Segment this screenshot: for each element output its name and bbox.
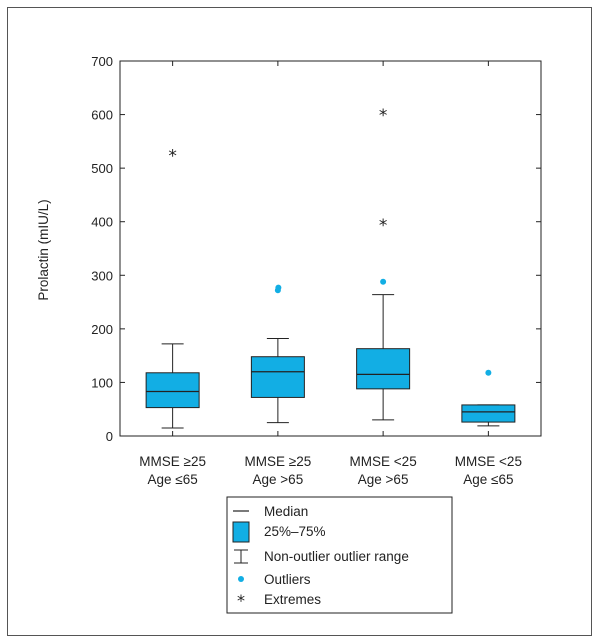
extreme-point: * (379, 216, 388, 236)
legend: Median 25%–75% Non-outlier outlier range Ou… (226, 496, 453, 614)
x-category-label-line2: Age >65 (358, 472, 409, 487)
legend-label: Median (264, 504, 308, 519)
legend-label: Outliers (264, 572, 311, 587)
legend-label: Extremes (264, 592, 321, 607)
legend-extreme-symbol: * (237, 591, 245, 610)
box-group (250, 61, 305, 436)
y-tick-label: 500 (91, 161, 113, 176)
x-category-label-line2: Age ≤65 (148, 472, 198, 487)
iqr-box (145, 372, 200, 409)
legend-label: Non-outlier outlier range (264, 549, 409, 564)
outlier-point (485, 369, 492, 376)
legend-box-symbol (232, 521, 250, 543)
box-group (461, 61, 516, 436)
y-tick-label: 300 (91, 268, 113, 283)
legend-outlier-symbol (238, 576, 244, 582)
iqr-box (461, 404, 516, 423)
x-category-label-line2: Age ≤65 (463, 472, 513, 487)
box-group: ** (356, 61, 411, 436)
legend-entry: * Extremes (237, 591, 321, 610)
iqr-box (250, 356, 305, 398)
outlier-point (380, 278, 387, 285)
legend-entry: 25%–75% (232, 521, 326, 543)
plot-axes (119, 60, 542, 437)
y-tick-label: 200 (91, 322, 113, 337)
x-category-label-line1: MMSE ≥25 (139, 454, 206, 469)
y-axis-ticks: 0 100 200 300 400 500 600 700 (91, 54, 541, 444)
y-axis-title: Prolactin (mIU/L) (36, 199, 51, 300)
y-tick-label: 0 (106, 429, 113, 444)
legend-entry: Outliers (238, 572, 311, 587)
outlier-point (275, 284, 282, 291)
x-category-label-line1: MMSE <25 (455, 454, 522, 469)
x-category-label-line1: MMSE <25 (350, 454, 417, 469)
extreme-point: * (168, 147, 177, 167)
x-category-label-line1: MMSE ≥25 (245, 454, 312, 469)
box-series: *** (145, 61, 516, 436)
y-tick-label: 600 (91, 108, 113, 123)
legend-entry: Median (233, 504, 308, 519)
y-tick-label: 400 (91, 215, 113, 230)
legend-box (226, 496, 453, 614)
legend-label: 25%–75% (264, 524, 326, 539)
y-tick-label: 700 (91, 54, 113, 69)
iqr-box (356, 348, 411, 390)
x-category-label-line2: Age >65 (253, 472, 304, 487)
x-axis-category-labels: MMSE ≥25 Age ≤65 MMSE ≥25 Age >65 MMSE <25 Ag… (139, 454, 522, 487)
plot-area-border (119, 60, 542, 437)
box-group: * (145, 61, 200, 436)
extreme-point: * (379, 106, 388, 126)
y-tick-label: 100 (91, 375, 113, 390)
legend-entry: Non-outlier outlier range (234, 549, 409, 564)
